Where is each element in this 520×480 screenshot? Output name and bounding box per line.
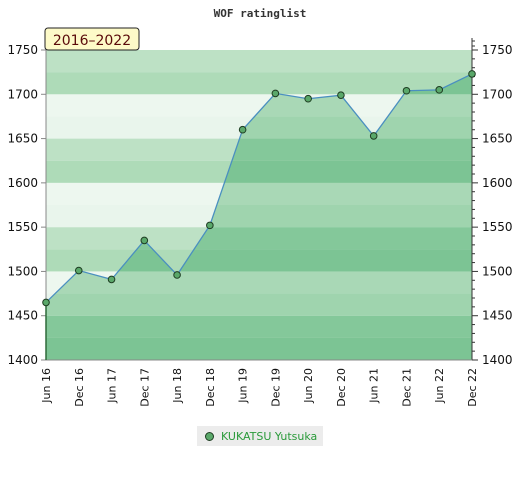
data-point <box>337 91 345 99</box>
data-point <box>206 221 214 230</box>
data-point <box>42 298 50 307</box>
x-tick-label: Dec 19 <box>269 368 282 407</box>
y-axis-labels-right: 1400 1450 1500 1550 1600 1650 1700 1750 <box>482 43 513 367</box>
y-tick-label-right: 1650 <box>482 132 513 146</box>
y-tick-label-right: 1750 <box>482 43 513 57</box>
data-point <box>271 89 280 98</box>
period-badge: 2016–2022 <box>44 27 140 51</box>
y-tick-label-left: 1450 <box>7 309 38 323</box>
x-tick-label: Jun 21 <box>368 368 381 404</box>
y-tick-label-left: 1550 <box>7 220 38 234</box>
x-tick-label: Dec 22 <box>466 368 479 407</box>
x-tick-label: Dec 17 <box>138 368 151 407</box>
legend: KUKATSU Yutsuka <box>197 426 324 446</box>
axes <box>41 38 478 361</box>
data-point <box>140 236 149 245</box>
data-points <box>42 70 476 307</box>
data-point <box>173 271 181 279</box>
x-tick-label: Jun 20 <box>302 368 315 404</box>
grid-band <box>46 94 472 117</box>
x-tick-label: Dec 16 <box>73 368 86 407</box>
area-band <box>46 293 472 316</box>
y-tick-label-right: 1700 <box>482 87 513 101</box>
x-tick-label: Jun 18 <box>171 368 184 404</box>
data-point <box>74 266 83 275</box>
data-point <box>369 132 378 140</box>
y-tick-label-left: 1650 <box>7 132 38 146</box>
x-tick-label: Dec 21 <box>400 368 413 407</box>
grid-band <box>46 72 472 95</box>
data-point <box>468 70 476 78</box>
data-point <box>238 125 247 134</box>
area-band <box>46 315 472 338</box>
data-point <box>107 275 116 284</box>
y-tick-label-left: 1700 <box>7 87 38 101</box>
period-label: 2016–2022 <box>53 33 131 49</box>
y-tick-label-right: 1550 <box>482 220 513 234</box>
y-tick-label-right: 1400 <box>482 353 513 367</box>
x-tick-label: Jun 19 <box>237 368 250 404</box>
x-tick-label: Jun 17 <box>106 368 119 404</box>
data-point <box>304 94 312 103</box>
chart-title: WOF ratinglist <box>214 7 307 20</box>
grid-band <box>46 50 472 73</box>
y-tick-label-right: 1600 <box>482 176 513 190</box>
x-tick-label: Jun 22 <box>433 368 446 404</box>
data-point <box>402 86 411 95</box>
y-axis-labels-left: 1400 1450 1500 1550 1600 1650 1700 1750 <box>7 43 38 367</box>
y-tick-label-left: 1400 <box>7 353 38 367</box>
series-line <box>45 73 473 303</box>
y-tick-label-left: 1600 <box>7 176 38 190</box>
data-point <box>435 86 444 94</box>
legend-marker-icon <box>205 431 214 441</box>
area-band <box>46 337 472 360</box>
y-tick-label-right: 1450 <box>482 309 513 323</box>
y-tick-label-right: 1500 <box>482 264 513 278</box>
x-axis-labels: Jun 16 Dec 16 Jun 17 Dec 17 Jun 18 Dec 18 Jun … <box>40 368 479 407</box>
legend-label: KUKATSU Yutsuka <box>221 429 318 443</box>
x-tick-label: Jun 16 <box>40 368 53 404</box>
rating-line <box>45 73 473 303</box>
x-tick-label: Dec 18 <box>204 368 217 407</box>
y-tick-label-left: 1750 <box>7 43 38 57</box>
area-band <box>46 271 472 294</box>
area-band <box>46 249 472 272</box>
y-tick-label-left: 1500 <box>7 264 38 278</box>
x-tick-label: Dec 20 <box>335 368 348 407</box>
